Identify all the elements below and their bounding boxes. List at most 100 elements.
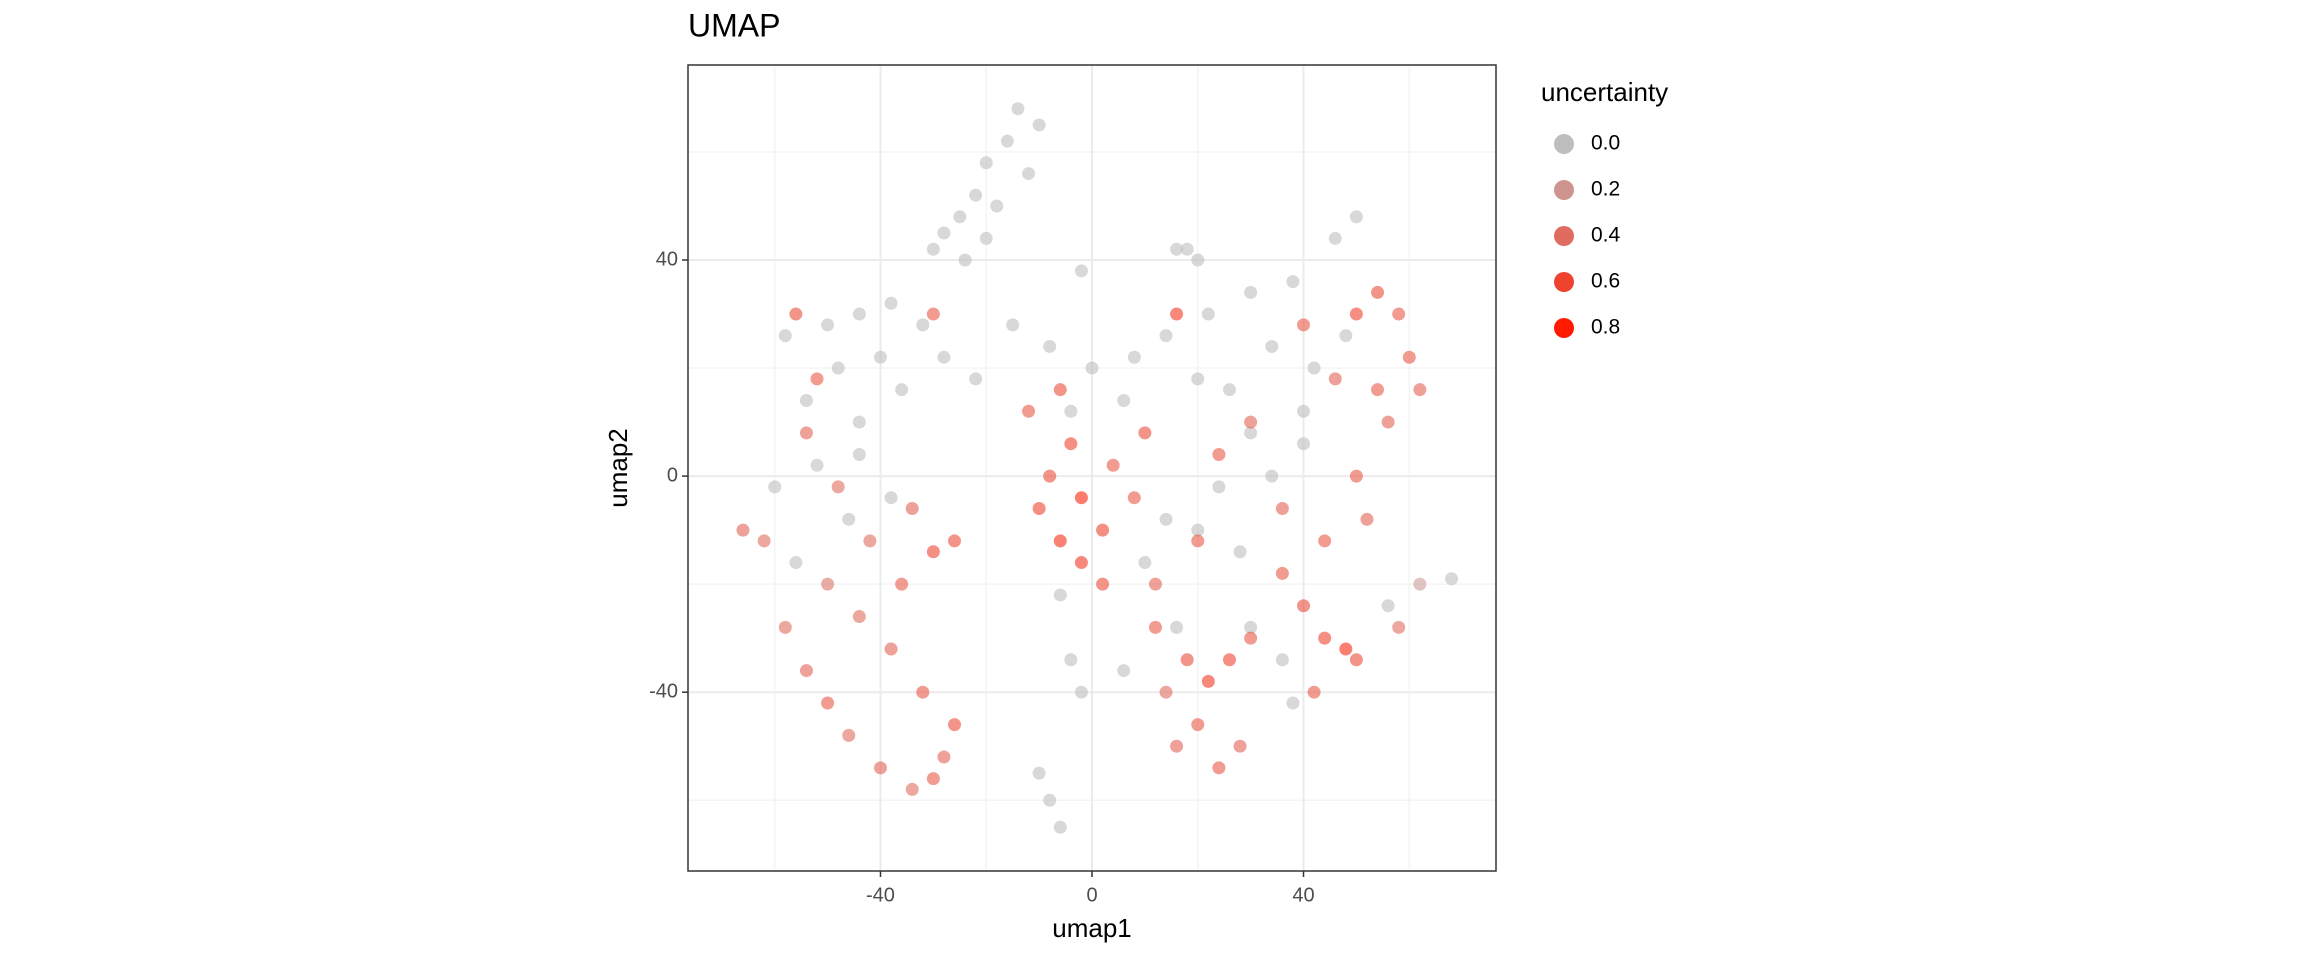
point — [953, 210, 967, 224]
legend-label: 0.2 — [1591, 178, 1620, 201]
legend-label: 0.6 — [1591, 270, 1620, 293]
point — [1297, 599, 1311, 613]
point — [821, 318, 835, 332]
point — [1275, 653, 1289, 667]
point — [1053, 534, 1067, 548]
point — [1328, 372, 1342, 386]
point — [1201, 307, 1215, 321]
point — [916, 685, 930, 699]
x-axis-title: umap1 — [1052, 913, 1132, 943]
point — [926, 307, 940, 321]
point — [831, 361, 845, 375]
point — [1349, 307, 1363, 321]
point — [799, 393, 813, 407]
point — [926, 772, 940, 786]
point — [799, 664, 813, 678]
point — [1402, 350, 1416, 364]
point — [1244, 426, 1258, 440]
point — [852, 307, 866, 321]
point — [831, 480, 845, 494]
point — [1170, 242, 1184, 256]
point — [1222, 653, 1236, 667]
point — [1371, 285, 1385, 299]
point — [1064, 437, 1078, 451]
point — [1297, 437, 1311, 451]
point — [1096, 577, 1110, 591]
point — [1032, 118, 1046, 132]
point — [1138, 426, 1152, 440]
point — [1233, 545, 1247, 559]
point — [1307, 361, 1321, 375]
point — [1159, 512, 1173, 526]
point — [1159, 685, 1173, 699]
point — [1000, 134, 1014, 148]
point — [778, 329, 792, 343]
point — [969, 188, 983, 202]
point — [1328, 231, 1342, 245]
point — [1043, 793, 1057, 807]
point — [1297, 318, 1311, 332]
point — [948, 534, 962, 548]
point — [1053, 588, 1067, 602]
legend-swatch — [1554, 180, 1574, 200]
point — [789, 556, 803, 570]
point — [1085, 361, 1099, 375]
point — [1127, 491, 1141, 505]
point — [1265, 469, 1279, 483]
point — [884, 491, 898, 505]
point — [1318, 534, 1332, 548]
point — [1064, 653, 1078, 667]
point — [884, 296, 898, 310]
legend-swatch — [1554, 272, 1574, 292]
point — [852, 610, 866, 624]
point — [937, 226, 951, 240]
y-tick-label: 40 — [656, 248, 678, 270]
point — [789, 307, 803, 321]
point — [852, 447, 866, 461]
legend-swatch — [1554, 318, 1574, 338]
point — [926, 242, 940, 256]
point — [1032, 502, 1046, 516]
point — [1011, 102, 1025, 116]
chart-title: UMAP — [688, 7, 780, 43]
point — [1212, 447, 1226, 461]
legend-swatch — [1554, 226, 1574, 246]
point — [937, 750, 951, 764]
point — [1096, 523, 1110, 537]
point — [1170, 739, 1184, 753]
point — [1392, 307, 1406, 321]
point — [1064, 404, 1078, 418]
point — [1170, 620, 1184, 634]
point — [884, 642, 898, 656]
point — [1244, 415, 1258, 429]
point — [1191, 534, 1205, 548]
legend-label: 0.0 — [1591, 132, 1620, 155]
point — [1244, 285, 1258, 299]
point — [1159, 329, 1173, 343]
point — [1413, 383, 1427, 397]
point — [1022, 167, 1036, 181]
x-tick-label: 40 — [1292, 884, 1314, 906]
point — [1371, 383, 1385, 397]
point — [1392, 620, 1406, 634]
point — [873, 350, 887, 364]
legend-swatch — [1554, 134, 1574, 154]
point — [1275, 566, 1289, 580]
point — [1170, 307, 1184, 321]
point — [1265, 339, 1279, 353]
point — [1349, 469, 1363, 483]
point — [1201, 674, 1215, 688]
point — [979, 156, 993, 170]
y-tick-label: 0 — [667, 464, 678, 486]
point — [969, 372, 983, 386]
point — [1212, 761, 1226, 775]
x-tick-label: 0 — [1086, 884, 1097, 906]
point — [1381, 415, 1395, 429]
point — [1191, 253, 1205, 267]
point — [852, 415, 866, 429]
point — [1212, 480, 1226, 494]
point — [1339, 329, 1353, 343]
point — [1117, 664, 1131, 678]
point — [1381, 599, 1395, 613]
